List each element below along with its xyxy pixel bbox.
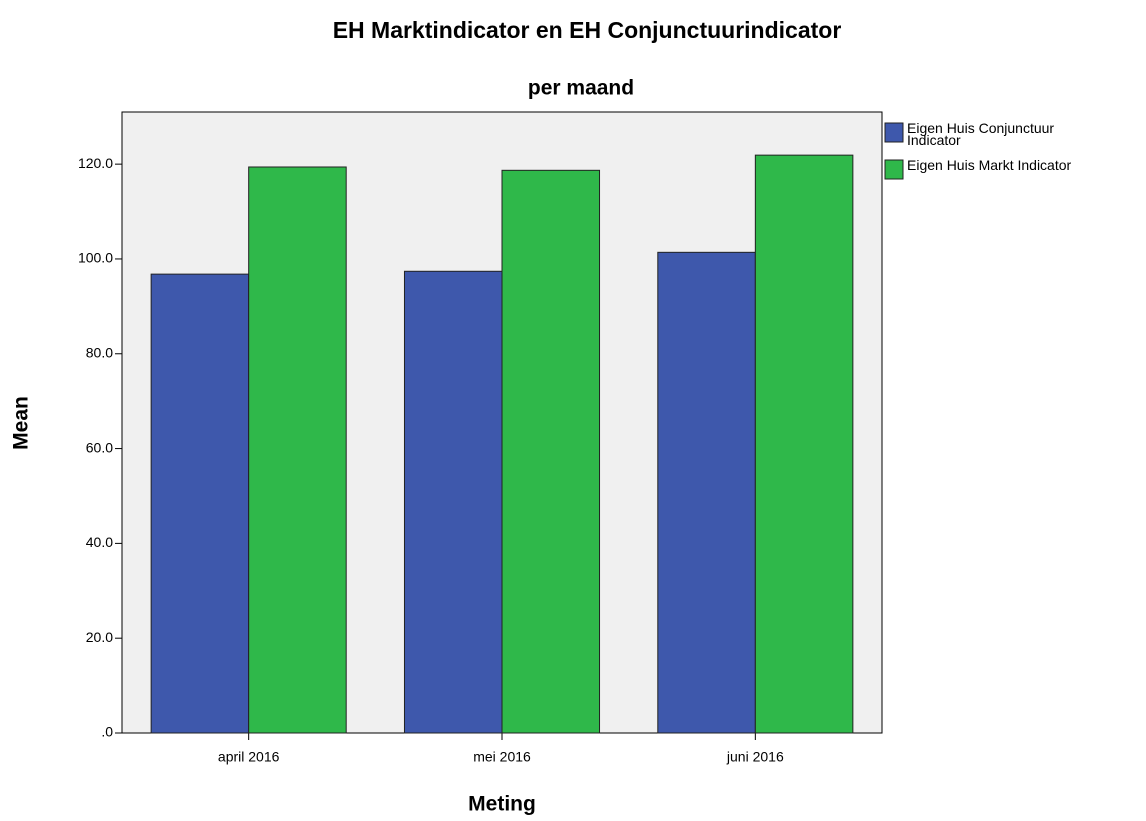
bar <box>150 273 250 734</box>
y-tick-label: 20.0 <box>86 629 113 645</box>
chart-title: EH Marktindicator en EH Conjunctuurindic… <box>333 17 842 43</box>
y-axis-label: Mean <box>10 396 33 450</box>
x-tick-label: april 2016 <box>218 749 280 765</box>
y-tick-label: 60.0 <box>86 439 113 455</box>
legend-label: Eigen Huis Conjunctuur Indicator <box>907 120 1055 148</box>
chart-subtitle: per maand <box>528 77 634 100</box>
bar <box>403 270 503 734</box>
x-tick-label: mei 2016 <box>473 749 531 765</box>
bar <box>657 251 756 734</box>
x-tick-label: juni 2016 <box>726 749 784 765</box>
y-tick-label: .0 <box>101 724 113 740</box>
legend-label: Eigen Huis Markt Indicator <box>907 157 1072 173</box>
x-axis-label: Meting <box>468 793 536 816</box>
y-tick-label: 40.0 <box>86 534 113 550</box>
y-tick-label: 120.0 <box>78 155 113 171</box>
bar <box>501 169 601 734</box>
bar <box>248 166 347 734</box>
legend-swatch <box>884 159 904 180</box>
legend-swatch <box>884 122 904 143</box>
y-tick-label: 80.0 <box>86 344 113 360</box>
y-tick-label: 100.0 <box>78 250 113 266</box>
bar <box>754 154 854 734</box>
